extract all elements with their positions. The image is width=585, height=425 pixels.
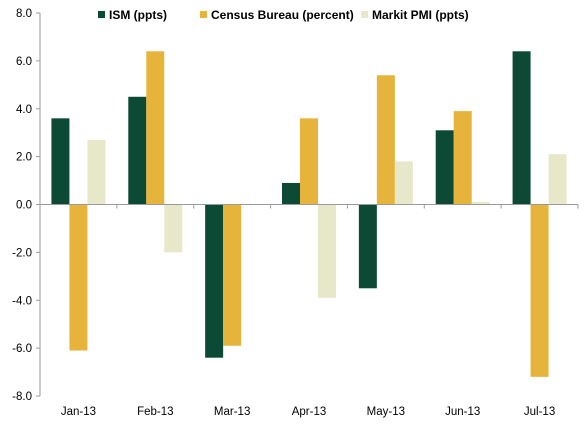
x-tick-label-jan-13: Jan-13 [61, 406, 96, 418]
bar-census-bureau-percent-jun-13 [453, 111, 472, 205]
y-axis-ticks: 8.0 6.0 4.0 2.0 0.0 -2.0 -4.0 -6.0 -8.0 [12, 8, 40, 403]
bar-census-bureau-percent-jul-13 [530, 204, 549, 377]
y-tick-label: -8.0 [12, 391, 32, 403]
y-tick-label: 2.0 [16, 152, 32, 164]
bar-census-bureau-percent-apr-13 [300, 118, 318, 205]
legend-swatch-census-bureau-percent [200, 11, 207, 18]
legend: ISM (ppts) Census Bureau (percent) Markit … [98, 8, 469, 22]
x-tick-label-jul-13: Jul-13 [524, 406, 555, 418]
y-tick-label: 6.0 [16, 56, 32, 68]
bar-ism-ppts-feb-13 [128, 96, 147, 205]
bar-census-bureau-percent-jan-13 [69, 204, 88, 351]
x-tick-label-apr-13: Apr-13 [292, 406, 327, 418]
bar-ism-ppts-jun-13 [435, 130, 454, 205]
bar-markit-pmi-ppts-jul-13 [548, 154, 567, 205]
y-tick-label: -6.0 [12, 343, 32, 355]
legend-label-ism-ppts: ISM (ppts) [109, 8, 167, 22]
bar-markit-pmi-ppts-may-13 [394, 161, 413, 205]
y-tick-label: -4.0 [12, 295, 32, 307]
bar-markit-pmi-ppts-feb-13 [164, 204, 183, 253]
y-tick-label: -2.0 [12, 247, 32, 259]
bar-ism-ppts-may-13 [358, 204, 377, 289]
bar-ism-ppts-apr-13 [282, 182, 300, 205]
bar-markit-pmi-ppts-apr-13 [318, 204, 336, 298]
bar-markit-pmi-ppts-jan-13 [87, 139, 106, 205]
bar-ism-ppts-jan-13 [51, 118, 70, 205]
x-axis-ticks: Jan-13 Feb-13 Mar-13 Apr-13 May-13 Jun-13 Jul-… [39, 204, 579, 418]
legend-label-census-bureau-percent: Census Bureau (percent) [211, 8, 354, 22]
y-tick-label: 8.0 [16, 8, 32, 20]
legend-swatch-ism-ppts [98, 11, 105, 18]
legend-label-markit-pmi-ppts: Markit PMI (ppts) [372, 8, 469, 22]
x-tick-label-may-13: May-13 [367, 406, 405, 418]
bar-census-bureau-percent-may-13 [376, 75, 395, 205]
legend-swatch-markit-pmi-ppts [361, 11, 368, 18]
bar-ism-ppts-jul-13 [512, 51, 531, 205]
x-tick-label-feb-13: Feb-13 [137, 406, 173, 418]
bar-census-bureau-percent-feb-13 [146, 51, 165, 205]
bar-markit-pmi-ppts-jun-13 [471, 202, 490, 205]
bar-census-bureau-percent-mar-13 [223, 204, 242, 346]
y-tick-label: 0.0 [16, 200, 32, 212]
y-tick-label: 4.0 [16, 104, 32, 116]
x-tick-label-jun-13: Jun-13 [445, 406, 480, 418]
bars [51, 51, 567, 377]
bar-ism-ppts-mar-13 [205, 204, 224, 358]
x-tick-label-mar-13: Mar-13 [214, 406, 250, 418]
